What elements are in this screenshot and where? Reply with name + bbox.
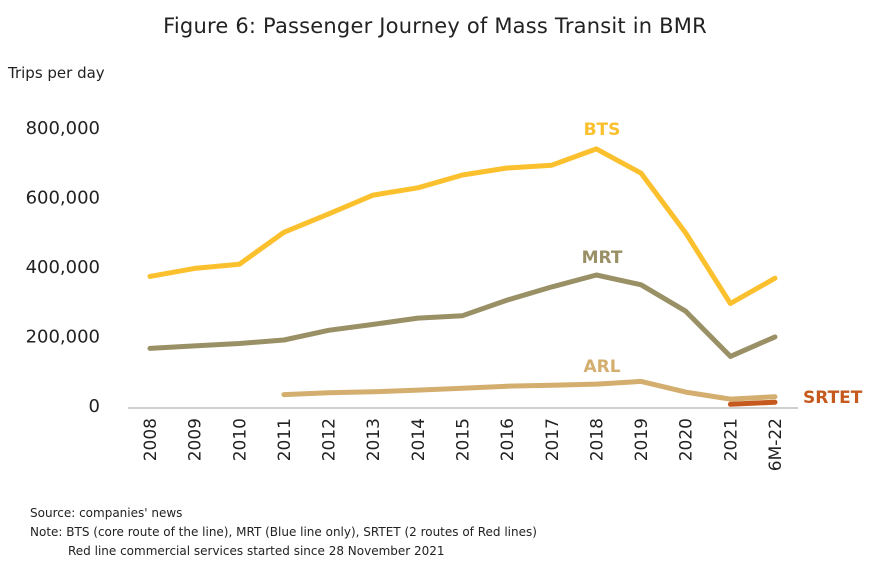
- source-note: Source: companies' news: [30, 506, 183, 520]
- x-tick-label: 2012: [320, 418, 340, 461]
- series-line-arl: [281, 378, 778, 402]
- x-tick-label: 2008: [141, 418, 161, 461]
- x-tick-label: 2018: [587, 418, 607, 461]
- x-tick-label: 2019: [632, 418, 652, 461]
- y-ticks: 800,000 600,000 400,000 200,000 0: [26, 118, 100, 417]
- x-tick-label: 6M-22: [766, 418, 786, 471]
- series-label-mrt: MRT: [582, 248, 623, 268]
- x-tick-label: 2009: [186, 418, 206, 461]
- chart-title: Figure 6: Passenger Journey of Mass Tran…: [163, 14, 707, 38]
- y-tick-label: 200,000: [26, 327, 100, 348]
- x-ticks: 2008 2009 2010 2011 2012 2013 2014 2015 2016 2017…: [141, 418, 786, 471]
- x-tick-label: 2013: [364, 418, 384, 461]
- x-tick-label: 2020: [677, 418, 697, 461]
- series-lines: [147, 146, 778, 407]
- x-tick-label: 2014: [409, 418, 429, 461]
- series-label-srtet: SRTET: [803, 388, 863, 408]
- y-tick-label: 400,000: [26, 257, 100, 278]
- y-tick-label: 0: [89, 396, 100, 417]
- series-labels: BTS MRT ARL SRTET: [582, 120, 863, 408]
- x-tick-label: 2021: [721, 418, 741, 461]
- x-tick-label: 2011: [275, 418, 295, 461]
- x-tick-label: 2010: [230, 418, 250, 461]
- series-line-mrt: [147, 272, 778, 359]
- series-line-srtet: [727, 399, 778, 407]
- y-axis-label: Trips per day: [8, 64, 105, 82]
- x-tick-label: 2016: [498, 418, 518, 461]
- y-tick-label: 800,000: [26, 118, 100, 139]
- series-line-bts: [147, 146, 778, 306]
- x-tick-label: 2017: [543, 418, 563, 461]
- x-tick-label: 2015: [454, 418, 474, 461]
- footnote-1: Note: BTS (core route of the line), MRT …: [30, 525, 537, 539]
- footnote-2: Red line commercial services started sin…: [68, 544, 445, 558]
- y-tick-label: 600,000: [26, 188, 100, 209]
- series-label-bts: BTS: [584, 120, 621, 140]
- series-label-arl: ARL: [583, 357, 620, 377]
